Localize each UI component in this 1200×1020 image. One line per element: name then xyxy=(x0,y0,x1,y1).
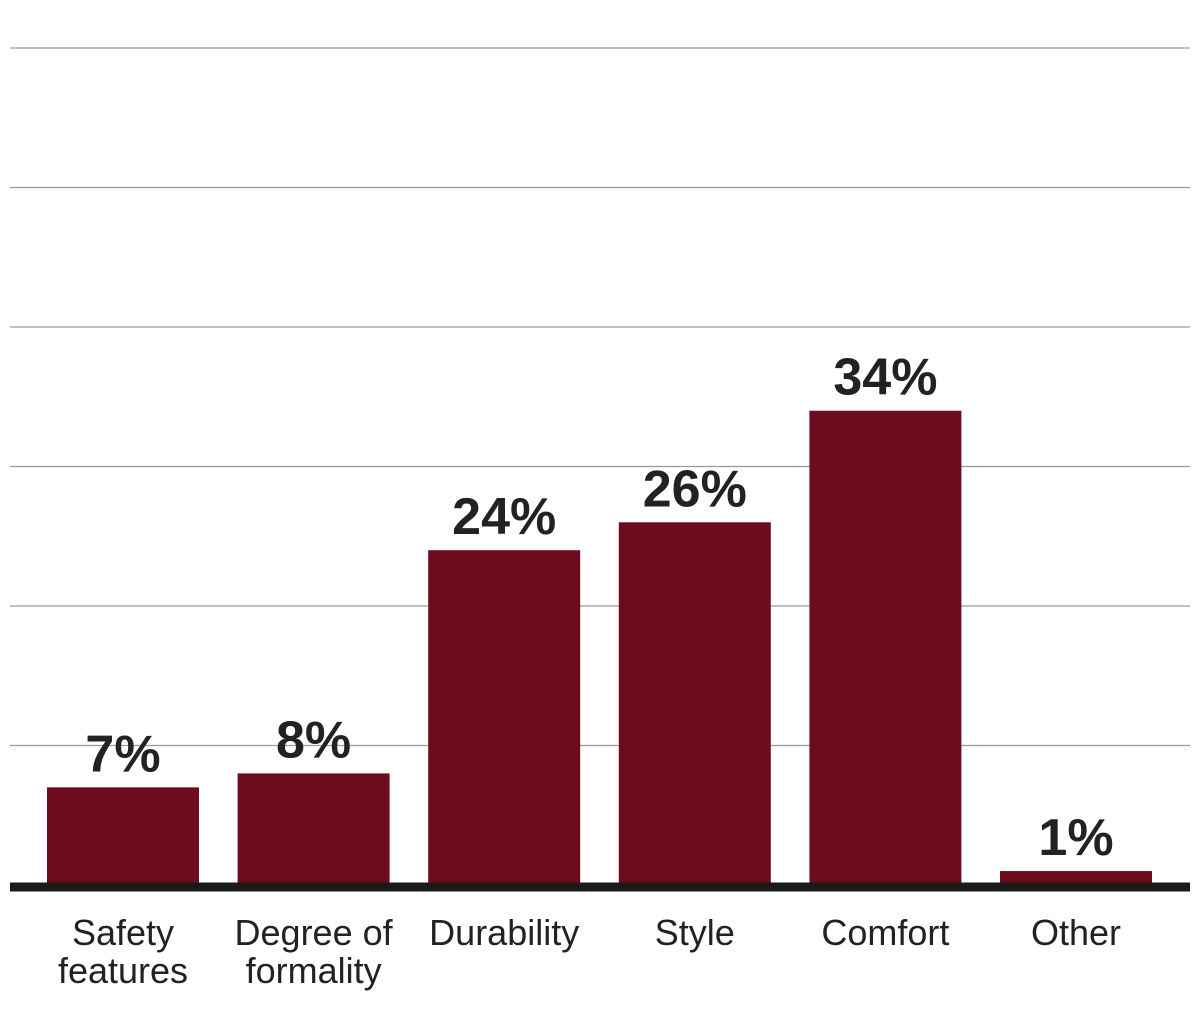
category-label-line: Degree of xyxy=(235,912,394,953)
bar-2 xyxy=(428,550,581,885)
category-label-line: formality xyxy=(246,950,382,991)
value-label-4: 34% xyxy=(833,349,937,407)
value-label-2: 24% xyxy=(452,488,556,546)
category-label-4: Comfort xyxy=(821,912,949,953)
bars xyxy=(47,410,1152,885)
value-label-3: 26% xyxy=(643,460,747,518)
category-label-line: features xyxy=(58,950,188,991)
category-label-3: Style xyxy=(655,912,735,953)
value-label-1: 8% xyxy=(276,711,351,769)
value-labels: 7% 8% 24% 26% 34% 1% xyxy=(85,349,1113,867)
bar-5 xyxy=(1000,871,1152,885)
category-label-5: Other xyxy=(1031,912,1121,953)
category-label-line: Comfort xyxy=(821,912,949,953)
bar-4 xyxy=(809,410,962,885)
bar-3 xyxy=(618,522,771,885)
category-label-1: Degree of formality xyxy=(235,912,394,991)
category-label-line: Other xyxy=(1031,912,1121,953)
bar-0 xyxy=(47,787,199,885)
category-label-line: Safety xyxy=(72,912,174,953)
value-label-5: 1% xyxy=(1038,809,1113,867)
category-label-line: Style xyxy=(655,912,735,953)
bar-1 xyxy=(237,773,390,885)
category-labels: Safety features Degree of formality Durabili… xyxy=(58,912,1121,991)
category-label-2: Durability xyxy=(429,912,579,953)
category-label-0: Safety features xyxy=(58,912,188,991)
gridlines xyxy=(10,47,1190,747)
value-label-0: 7% xyxy=(85,725,160,783)
category-label-line: Durability xyxy=(429,912,579,953)
